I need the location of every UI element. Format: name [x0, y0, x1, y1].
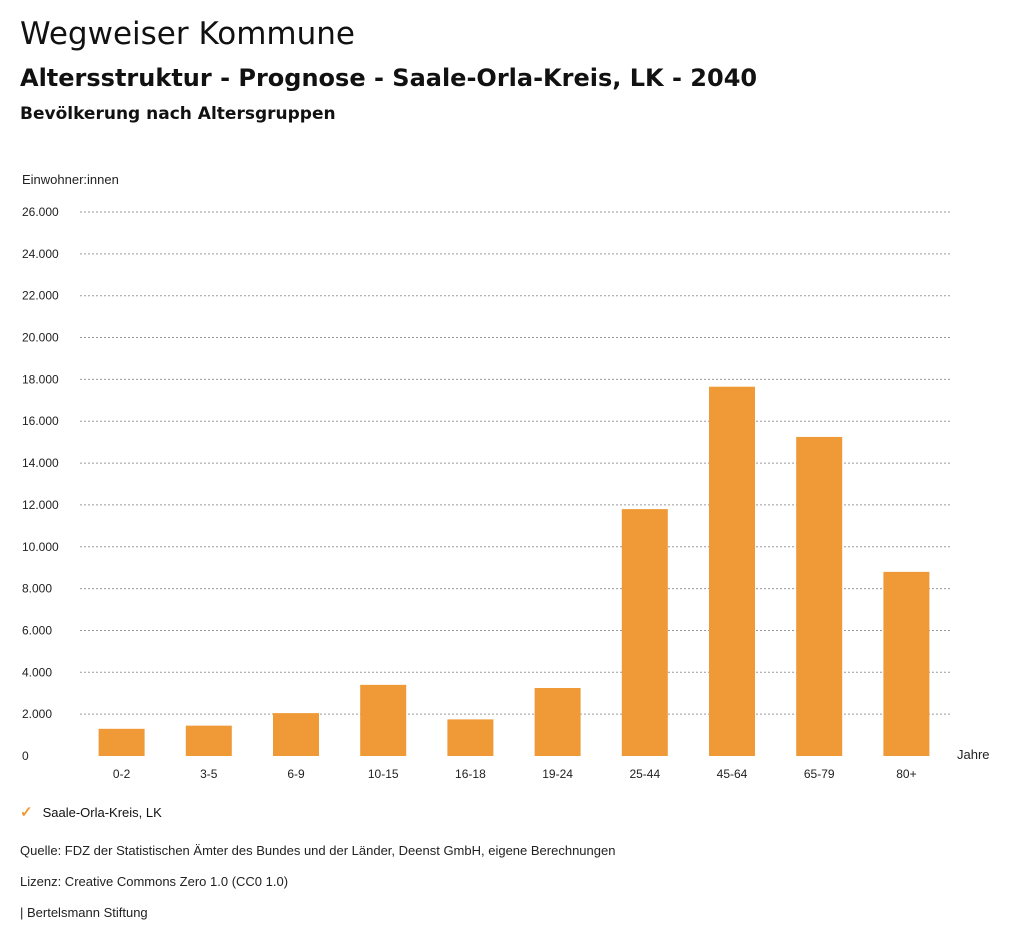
y-tick-label: 2.000: [22, 707, 52, 721]
source-note: Quelle: FDZ der Statistischen Ämter des …: [20, 843, 616, 858]
bar-10-15[interactable]: [360, 684, 407, 756]
y-tick-label: 14.000: [22, 456, 59, 470]
page-title: Wegweiser Kommune: [20, 16, 355, 52]
y-tick-label: 20.000: [22, 331, 59, 345]
x-tick-label: 0-2: [113, 767, 131, 781]
gridlines: [80, 211, 952, 715]
y-tick-label: 26.000: [22, 205, 59, 219]
y-tick-label: 16.000: [22, 414, 59, 428]
bar-16-18[interactable]: [447, 719, 494, 756]
x-tick-label: 10-15: [368, 767, 399, 781]
bar-3-5[interactable]: [185, 725, 232, 756]
bar-0-2[interactable]: [98, 728, 145, 756]
page-subtitle: Altersstruktur - Prognose - Saale-Orla-K…: [20, 64, 758, 92]
check-icon[interactable]: ✓: [20, 804, 33, 821]
bar-65-79[interactable]: [796, 436, 843, 756]
bar-chart: Einwohner:innen Jahre 0 2.000 4.000 6.000 8.…: [22, 172, 990, 781]
y-tick-label: 6.000: [22, 623, 52, 637]
x-tick-label: 6-9: [287, 767, 305, 781]
y-tick-label: 18.000: [22, 372, 59, 386]
x-tick-label: 3-5: [200, 767, 218, 781]
bar-25-44[interactable]: [621, 509, 668, 756]
bars: [98, 386, 930, 756]
x-tick-label: 16-18: [455, 767, 486, 781]
legend[interactable]: ✓ Saale-Orla-Kreis, LK: [20, 803, 162, 821]
y-tick-label: 0: [22, 749, 29, 763]
x-tick-label: 19-24: [542, 767, 573, 781]
x-tick-label: 65-79: [804, 767, 835, 781]
chart-heading: Bevölkerung nach Altersgruppen: [20, 104, 336, 124]
publisher-note: | Bertelsmann Stiftung: [20, 905, 148, 920]
bar-19-24[interactable]: [534, 688, 581, 756]
license-note: Lizenz: Creative Commons Zero 1.0 (CC0 1…: [20, 874, 289, 889]
x-tick-label: 45-64: [717, 767, 748, 781]
y-tick-label: 24.000: [22, 247, 59, 261]
bar-80+[interactable]: [883, 571, 930, 756]
y-axis-label: Einwohner:innen: [22, 172, 119, 187]
y-tick-label: 12.000: [22, 498, 59, 512]
y-tick-label: 22.000: [22, 289, 59, 303]
y-tick-label: 10.000: [22, 540, 59, 554]
y-tick-label: 4.000: [22, 665, 52, 679]
legend-label: Saale-Orla-Kreis, LK: [42, 804, 162, 820]
x-axis-ticks: 0-2 3-5 6-9 10-15 16-18 19-24 25-44 45-64 65-79 8…: [113, 767, 917, 781]
y-tick-label: 8.000: [22, 582, 52, 596]
bar-45-64[interactable]: [709, 386, 755, 756]
x-tick-label: 25-44: [629, 767, 660, 781]
x-axis-label: Jahre: [957, 747, 990, 762]
bar-6-9[interactable]: [273, 713, 319, 756]
y-axis-ticks: 0 2.000 4.000 6.000 8.000 10.000 12.000 14.000 1…: [22, 205, 59, 763]
x-tick-label: 80+: [896, 767, 916, 781]
